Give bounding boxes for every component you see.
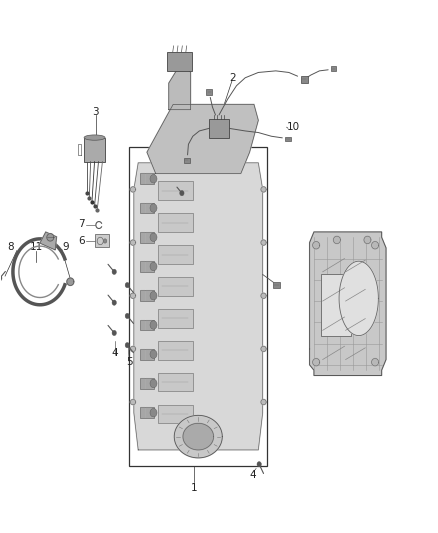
Bar <box>273 282 280 288</box>
Text: 11: 11 <box>30 243 43 252</box>
Polygon shape <box>261 399 266 405</box>
Text: 6: 6 <box>78 236 85 246</box>
Circle shape <box>125 282 130 288</box>
Circle shape <box>0 276 2 281</box>
Polygon shape <box>174 415 222 458</box>
Polygon shape <box>261 240 266 245</box>
Text: 1: 1 <box>191 483 197 493</box>
Circle shape <box>150 204 157 212</box>
Polygon shape <box>40 232 57 250</box>
Circle shape <box>150 321 157 329</box>
Bar <box>95 234 109 247</box>
Polygon shape <box>333 236 340 244</box>
Circle shape <box>257 462 261 467</box>
Text: 5: 5 <box>170 187 177 197</box>
Polygon shape <box>67 278 74 286</box>
Circle shape <box>112 300 117 305</box>
Text: 5: 5 <box>126 357 132 367</box>
Text: 7: 7 <box>78 219 85 229</box>
Circle shape <box>150 408 157 417</box>
Bar <box>141 173 153 184</box>
Bar <box>285 136 291 141</box>
Polygon shape <box>131 346 136 352</box>
Bar <box>184 158 190 163</box>
Circle shape <box>150 174 157 183</box>
Bar <box>158 213 193 232</box>
Polygon shape <box>371 359 378 366</box>
Bar <box>84 138 105 161</box>
Circle shape <box>150 350 157 359</box>
Bar <box>158 309 193 328</box>
Circle shape <box>103 239 107 243</box>
Bar <box>141 320 153 330</box>
Polygon shape <box>131 240 136 245</box>
Bar <box>321 274 351 336</box>
Circle shape <box>150 379 157 387</box>
Bar <box>141 349 153 360</box>
Polygon shape <box>261 293 266 298</box>
Polygon shape <box>261 346 266 352</box>
Text: 2: 2 <box>229 73 235 83</box>
Polygon shape <box>339 261 378 336</box>
Bar <box>158 277 193 296</box>
Bar <box>158 405 193 423</box>
Polygon shape <box>47 233 54 241</box>
Bar <box>141 290 153 301</box>
Text: 9: 9 <box>62 243 69 252</box>
Ellipse shape <box>84 135 105 140</box>
Text: 4: 4 <box>250 470 256 480</box>
Circle shape <box>150 233 157 241</box>
Text: 8: 8 <box>7 243 14 252</box>
Polygon shape <box>131 293 136 298</box>
Polygon shape <box>183 423 214 450</box>
Polygon shape <box>147 104 258 173</box>
Polygon shape <box>134 163 263 450</box>
Bar <box>141 232 153 243</box>
Circle shape <box>125 313 130 319</box>
Circle shape <box>112 269 117 274</box>
Bar <box>158 341 193 360</box>
Bar <box>141 203 153 213</box>
Polygon shape <box>364 236 371 244</box>
Bar <box>300 76 307 83</box>
Bar <box>206 90 212 95</box>
Circle shape <box>180 190 184 196</box>
Bar <box>141 407 153 418</box>
Polygon shape <box>131 399 136 405</box>
Bar <box>167 52 192 71</box>
Bar <box>331 66 336 71</box>
Polygon shape <box>371 241 378 249</box>
Bar <box>130 147 267 466</box>
Bar <box>158 181 193 200</box>
Bar <box>141 378 153 389</box>
Text: 3: 3 <box>92 107 99 117</box>
Polygon shape <box>261 187 266 192</box>
Polygon shape <box>313 241 320 249</box>
Circle shape <box>150 292 157 300</box>
Text: 4: 4 <box>112 348 118 358</box>
Circle shape <box>125 343 130 348</box>
Text: 10: 10 <box>286 122 300 132</box>
Circle shape <box>150 262 157 271</box>
Bar <box>158 373 193 391</box>
Bar <box>158 245 193 264</box>
Polygon shape <box>313 359 320 366</box>
Circle shape <box>112 330 117 336</box>
Bar <box>141 261 153 272</box>
Polygon shape <box>310 232 386 375</box>
Polygon shape <box>131 187 136 192</box>
Bar <box>209 119 229 138</box>
Polygon shape <box>169 62 191 110</box>
